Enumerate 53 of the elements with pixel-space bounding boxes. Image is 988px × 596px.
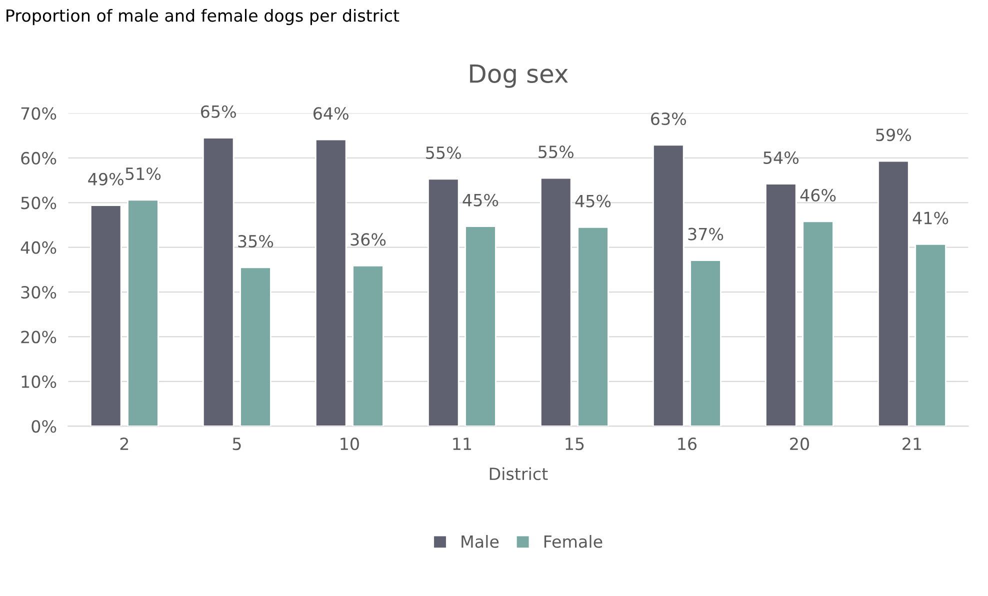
bar	[464, 226, 496, 426]
y-tick-label: 40%	[20, 241, 56, 254]
data-label: 36%	[350, 233, 386, 246]
x-axis-title: District	[490, 467, 548, 480]
bar	[878, 160, 910, 426]
bar	[90, 204, 122, 426]
bar	[352, 264, 384, 426]
data-label: 65%	[201, 105, 236, 118]
data-label: 41%	[912, 212, 948, 224]
x-tick-label: 20	[790, 438, 809, 450]
data-label: 55%	[426, 146, 461, 160]
y-tick-label: 10%	[22, 375, 56, 388]
bar	[314, 138, 347, 426]
legend-label: Female	[544, 535, 602, 548]
data-label: 55%	[538, 146, 574, 158]
x-tick-label: 11	[453, 438, 472, 450]
bar	[540, 177, 572, 426]
bar	[577, 226, 609, 426]
data-label: 59%	[876, 128, 912, 142]
data-label: 49%	[88, 172, 124, 186]
data-label: 54%	[764, 151, 799, 164]
data-label: 35%	[238, 234, 274, 248]
data-label: 45%	[462, 194, 498, 206]
bar	[765, 183, 797, 426]
bar	[127, 199, 159, 426]
data-label: 46%	[800, 188, 836, 202]
x-tick-label: 15	[566, 438, 584, 450]
y-tick-label: 20%	[21, 330, 56, 344]
data-label: 37%	[688, 228, 724, 240]
bar	[428, 178, 460, 426]
y-tick-label: 30%	[21, 286, 56, 299]
bar	[652, 144, 684, 426]
data-label: 45%	[575, 194, 611, 208]
data-label: 64%	[314, 107, 348, 120]
bar	[690, 260, 722, 426]
bar	[240, 266, 272, 426]
text: Proportion of male and female dogs per district	[6, 8, 400, 26]
x-tick-label: 21	[902, 438, 922, 450]
bar	[914, 244, 946, 426]
chart-title: Dog sex	[470, 64, 568, 88]
legend-label: Male	[462, 535, 499, 548]
data-label: 63%	[651, 112, 686, 126]
x-tick-label: 10	[340, 438, 359, 450]
y-tick-label: 50%	[21, 196, 56, 210]
x-tick-label: 16	[678, 438, 697, 450]
y-tick-label: 60%	[21, 152, 56, 165]
data-label: 51%	[126, 167, 161, 180]
y-tick-label: 0%	[32, 420, 56, 433]
x-tick-label: 2	[120, 438, 128, 450]
bar	[802, 220, 834, 426]
bar	[202, 137, 234, 426]
y-tick-label: 70%	[21, 107, 56, 120]
x-tick-label: 5	[232, 438, 241, 450]
